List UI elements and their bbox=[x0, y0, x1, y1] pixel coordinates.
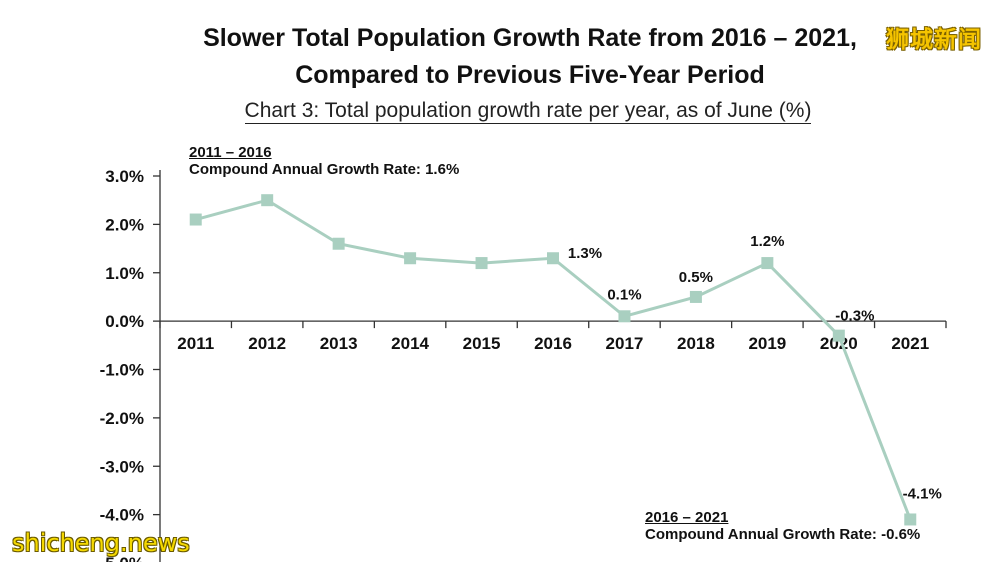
data-point bbox=[547, 252, 559, 265]
x-tick-label: 2015 bbox=[463, 334, 501, 353]
data-point bbox=[332, 237, 345, 250]
data-label: 1.3% bbox=[568, 245, 602, 262]
y-tick-label: -1.0% bbox=[100, 361, 144, 380]
data-point bbox=[904, 513, 917, 526]
data-point bbox=[475, 257, 488, 270]
chart-title-line1: Slower Total Population Growth Rate from… bbox=[203, 24, 857, 52]
x-tick-label: 2016 bbox=[534, 334, 572, 353]
data-label: -0.3% bbox=[835, 308, 874, 325]
data-label: 1.2% bbox=[750, 233, 784, 250]
data-label: 0.1% bbox=[607, 286, 641, 303]
watermark-cn: 狮城新闻 bbox=[886, 26, 982, 52]
annotation-right-heading: 2016 – 2021 bbox=[645, 509, 729, 526]
y-tick-label: -4.0% bbox=[100, 506, 144, 525]
y-tick-label: -5.0% bbox=[100, 554, 144, 562]
x-tick-label: 2021 bbox=[891, 334, 929, 353]
annotation-right: 2016 – 2021 Compound Annual Growth Rate:… bbox=[645, 509, 920, 543]
data-point bbox=[689, 290, 702, 303]
annotation-left: 2011 – 2016 Compound Annual Growth Rate:… bbox=[189, 144, 459, 178]
x-tick-label: 2018 bbox=[677, 334, 715, 353]
x-tick-label: 2011 bbox=[177, 334, 214, 353]
x-tick-label: 2014 bbox=[391, 334, 429, 353]
chart-subtitle: Chart 3: Total population growth rate pe… bbox=[0, 99, 996, 124]
data-label: 0.5% bbox=[679, 269, 713, 286]
chart-title-line2: Compared to Previous Five-Year Period bbox=[295, 61, 765, 89]
y-tick-label: 3.0% bbox=[105, 167, 144, 186]
data-label: -4.1% bbox=[903, 485, 942, 502]
annotation-right-text: Compound Annual Growth Rate: -0.6% bbox=[645, 526, 921, 543]
x-tick-label: 2012 bbox=[248, 334, 286, 353]
x-tick-label: 2020 bbox=[820, 334, 858, 353]
watermark-en: shicheng.news bbox=[12, 529, 190, 557]
y-tick-label: 1.0% bbox=[105, 264, 144, 283]
y-tick-label: -2.0% bbox=[100, 409, 144, 428]
data-point bbox=[189, 213, 202, 226]
x-tick-label: 2017 bbox=[606, 334, 644, 353]
y-tick-label: 0.0% bbox=[105, 312, 144, 331]
data-point bbox=[761, 257, 774, 270]
data-point bbox=[832, 329, 845, 342]
y-tick-label: -3.0% bbox=[100, 457, 144, 476]
x-tick-label: 2019 bbox=[748, 334, 786, 353]
data-point bbox=[618, 310, 631, 323]
chart-subtitle-text: Chart 3: Total population growth rate pe… bbox=[244, 99, 812, 124]
x-tick-label: 2013 bbox=[320, 334, 358, 353]
y-tick-label: 2.0% bbox=[105, 215, 144, 234]
annotation-left-heading: 2011 – 2016 bbox=[189, 144, 272, 161]
data-point bbox=[404, 252, 417, 265]
annotation-left-text: Compound Annual Growth Rate: 1.6% bbox=[189, 161, 460, 178]
series-line bbox=[195, 198, 912, 521]
data-point bbox=[261, 194, 274, 207]
